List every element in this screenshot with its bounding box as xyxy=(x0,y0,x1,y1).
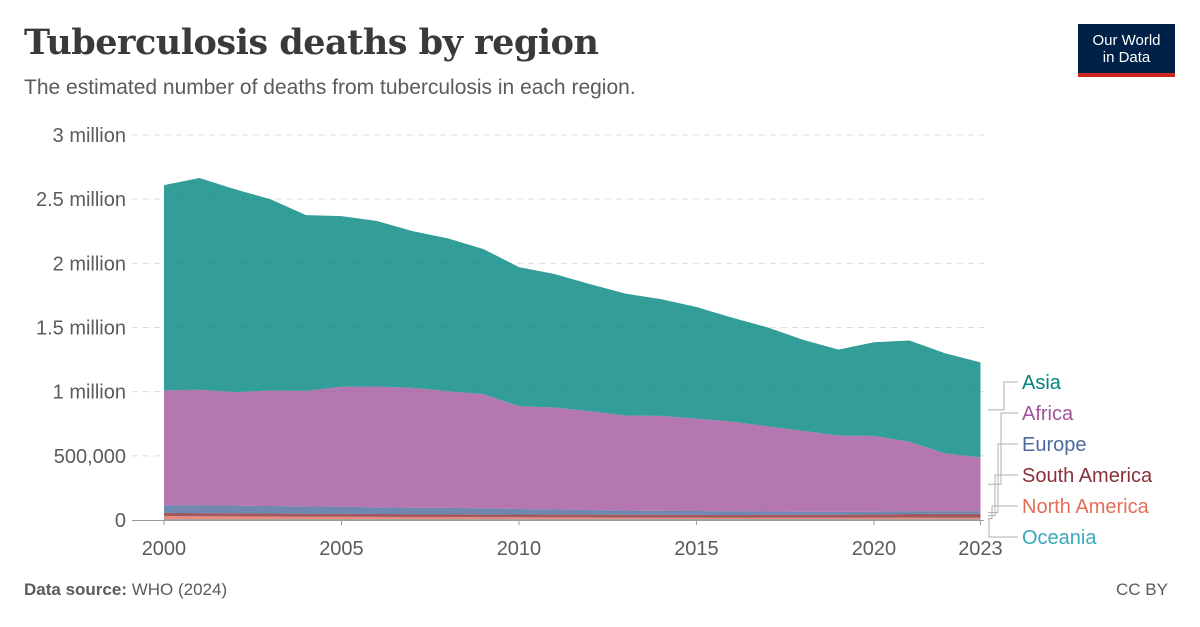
legend-label-oceania: Oceania xyxy=(1022,527,1097,549)
x-tick-label: 2000 xyxy=(142,538,187,560)
area-africa xyxy=(164,386,981,512)
legend-connector-africa xyxy=(988,412,1018,485)
license[interactable]: CC BY xyxy=(1116,580,1168,599)
area-oceania xyxy=(164,519,981,520)
data-source-value[interactable]: WHO (2024) xyxy=(131,580,228,599)
x-tick-label: 2010 xyxy=(497,538,542,560)
area-europe xyxy=(164,505,981,515)
y-tick-label: 1.5 million xyxy=(36,318,126,340)
y-tick-label: 500,000 xyxy=(54,446,126,468)
logo-line-2: in Data xyxy=(1102,49,1151,66)
area-south-america xyxy=(164,512,981,518)
axes: 0 500,000 1 million 1.5 million 2 million 2.5… xyxy=(36,125,1003,560)
legend-label-asia: Asia xyxy=(1022,372,1062,394)
y-tick-label: 0 xyxy=(115,510,126,532)
legend-connector-oceania xyxy=(988,519,1018,538)
y-tick-label: 3 million xyxy=(53,125,126,147)
owid-logo[interactable]: Our World in Data xyxy=(1078,24,1175,77)
y-tick-label: 2 million xyxy=(53,253,126,275)
area-asia xyxy=(164,178,981,458)
legend-connector-europe xyxy=(988,443,1018,514)
legend-label-europe: Europe xyxy=(1022,434,1087,456)
y-tick-label: 2.5 million xyxy=(36,189,126,211)
data-source: Data source: WHO (2024) xyxy=(24,580,227,600)
logo-line-1: Our World xyxy=(1092,32,1161,49)
chart-subtitle: The estimated number of deaths from tube… xyxy=(24,76,636,99)
legend-connector-north-america xyxy=(988,505,1018,520)
x-tick-label: 2020 xyxy=(852,538,897,560)
legend-label-south-america: South America xyxy=(1022,465,1153,487)
x-tick-label: 2005 xyxy=(319,538,364,560)
x-tick-label: 2015 xyxy=(674,538,719,560)
legend-label-north-america: North America xyxy=(1022,496,1150,518)
chart-title: Tuberculosis deaths by region xyxy=(24,22,599,63)
y-tick-label: 1 million xyxy=(53,382,126,404)
x-tick-label: 2023 xyxy=(958,538,1003,560)
data-source-label: Data source: xyxy=(24,580,127,599)
area-layer xyxy=(164,178,981,520)
legend: Asia Africa Europe South America North Ameri… xyxy=(988,372,1153,549)
legend-label-africa: Africa xyxy=(1022,403,1074,425)
area-north-america xyxy=(164,516,981,520)
legend-connector-asia xyxy=(988,381,1018,411)
